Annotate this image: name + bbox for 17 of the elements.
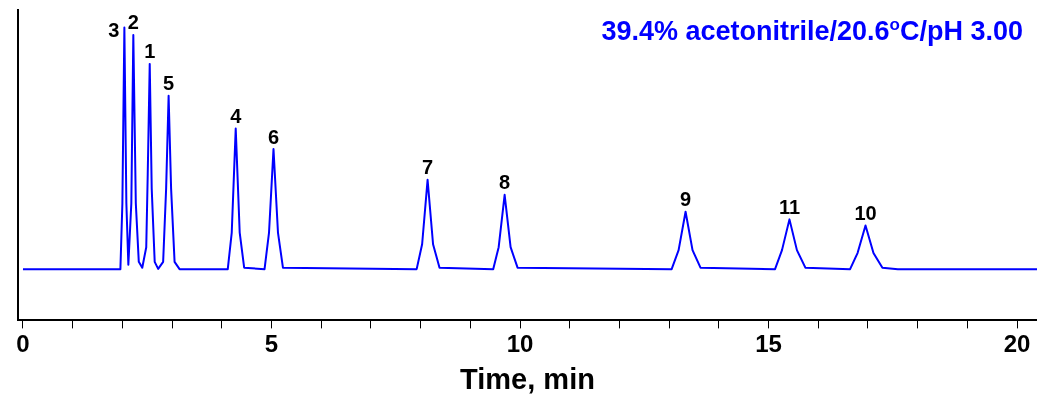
annotation: 9 bbox=[680, 188, 692, 211]
annotation: 7 bbox=[422, 156, 434, 179]
annotation: 5 bbox=[163, 72, 175, 95]
x-axis-title: Time, min bbox=[460, 362, 595, 395]
x-tick-label: 15 bbox=[755, 330, 782, 358]
x-tick-label: 0 bbox=[16, 330, 30, 358]
annotation: 8 bbox=[499, 171, 511, 194]
annotation: 6 bbox=[267, 125, 280, 148]
annotation: 4 bbox=[230, 105, 243, 128]
annotation: 11 bbox=[778, 195, 801, 218]
annotation: 1 bbox=[144, 40, 156, 63]
annotation: 3 bbox=[108, 19, 120, 42]
x-tick-label: 5 bbox=[264, 330, 279, 358]
x-tick-label: 10 bbox=[506, 330, 534, 358]
annotation: 10 bbox=[854, 202, 877, 225]
annotation: 2 bbox=[127, 11, 139, 34]
x-tick-label: 20 bbox=[1003, 330, 1031, 358]
